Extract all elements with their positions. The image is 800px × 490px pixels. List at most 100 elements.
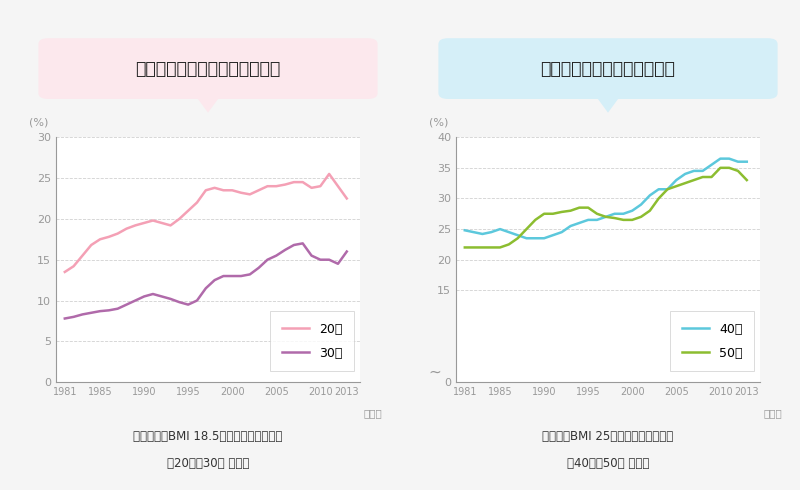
20代 bbox=[271, 183, 281, 189]
30代 bbox=[192, 297, 202, 303]
30代 bbox=[157, 294, 166, 299]
40代 bbox=[636, 202, 646, 208]
20代 bbox=[166, 222, 175, 228]
50代 bbox=[583, 205, 593, 211]
40代 bbox=[698, 168, 707, 174]
Text: （年）: （年） bbox=[763, 409, 782, 418]
30代 bbox=[166, 296, 175, 302]
30代 bbox=[78, 312, 87, 318]
20代 bbox=[174, 216, 184, 222]
20代 bbox=[342, 196, 351, 201]
50代 bbox=[733, 168, 742, 174]
30代 bbox=[210, 277, 219, 283]
40代 bbox=[478, 231, 487, 237]
30代 bbox=[254, 265, 263, 271]
40代 bbox=[504, 229, 514, 235]
50代 bbox=[742, 177, 751, 183]
40代 bbox=[557, 229, 566, 235]
50代 bbox=[539, 211, 549, 217]
50代 bbox=[522, 226, 531, 232]
40代 bbox=[671, 177, 681, 183]
30代 bbox=[262, 257, 272, 263]
50代 bbox=[627, 217, 637, 223]
50代 bbox=[654, 196, 663, 201]
40代 bbox=[618, 211, 628, 217]
30代 bbox=[60, 316, 70, 321]
30代 bbox=[183, 302, 193, 308]
50代 bbox=[662, 186, 672, 192]
20代 bbox=[298, 179, 307, 185]
40代 bbox=[627, 208, 637, 214]
50代 bbox=[724, 165, 734, 171]
30代 bbox=[245, 271, 254, 277]
40代 bbox=[662, 186, 672, 192]
30代 bbox=[122, 302, 131, 308]
50代 bbox=[618, 217, 628, 223]
30代 bbox=[236, 273, 246, 279]
40代 bbox=[530, 235, 540, 241]
20代 bbox=[289, 179, 298, 185]
20代 bbox=[201, 187, 210, 193]
50代 bbox=[530, 217, 540, 223]
20代 bbox=[227, 187, 237, 193]
40代 bbox=[610, 211, 619, 217]
50代 bbox=[601, 214, 610, 220]
20代 bbox=[324, 171, 334, 177]
50代 bbox=[715, 165, 725, 171]
40代 bbox=[522, 235, 531, 241]
20代 bbox=[236, 190, 246, 196]
50代 bbox=[548, 211, 558, 217]
40代 bbox=[583, 217, 593, 223]
50代 bbox=[469, 245, 478, 250]
30代 bbox=[227, 273, 237, 279]
20代 bbox=[69, 263, 78, 269]
50代 bbox=[504, 242, 514, 247]
Text: 低体重者（BMI 18.5未満）の割合の推移: 低体重者（BMI 18.5未満）の割合の推移 bbox=[134, 430, 282, 442]
20代 bbox=[192, 199, 202, 205]
Text: （20代・30代 女性）: （20代・30代 女性） bbox=[167, 457, 249, 469]
Text: 若年女性は低体重者が増加傾向: 若年女性は低体重者が増加傾向 bbox=[135, 60, 281, 77]
50代 bbox=[680, 180, 690, 186]
20代 bbox=[130, 222, 140, 228]
20代 bbox=[254, 187, 263, 193]
40代 bbox=[706, 162, 716, 168]
20代 bbox=[315, 183, 325, 189]
30代 bbox=[148, 291, 158, 297]
Line: 20代: 20代 bbox=[65, 174, 346, 272]
30代 bbox=[298, 241, 307, 246]
20代 bbox=[86, 242, 96, 248]
20代 bbox=[113, 231, 122, 237]
40代 bbox=[654, 186, 663, 192]
40代 bbox=[574, 220, 584, 226]
20代 bbox=[139, 220, 149, 226]
Text: (%): (%) bbox=[29, 118, 48, 127]
Legend: 20代, 30代: 20代, 30代 bbox=[270, 311, 354, 371]
20代 bbox=[60, 269, 70, 275]
20代 bbox=[148, 218, 158, 223]
50代 bbox=[460, 245, 470, 250]
40代 bbox=[715, 156, 725, 162]
50代 bbox=[574, 205, 584, 211]
50代 bbox=[566, 208, 575, 214]
30代 bbox=[174, 299, 184, 305]
Text: ~: ~ bbox=[428, 365, 441, 380]
30代 bbox=[130, 297, 140, 303]
40代 bbox=[469, 229, 478, 235]
40代 bbox=[539, 235, 549, 241]
Line: 50代: 50代 bbox=[465, 168, 746, 247]
50代 bbox=[557, 209, 566, 215]
30代 bbox=[113, 306, 122, 312]
40代 bbox=[680, 171, 690, 177]
20代 bbox=[78, 253, 87, 259]
Text: 中年男性は肥満者が増加傾向: 中年男性は肥満者が増加傾向 bbox=[541, 60, 675, 77]
30代 bbox=[139, 294, 149, 299]
30代 bbox=[218, 273, 228, 279]
20代 bbox=[218, 187, 228, 193]
40代 bbox=[733, 159, 742, 165]
Text: （40代・50代 男性）: （40代・50代 男性） bbox=[567, 457, 649, 469]
20代 bbox=[306, 185, 316, 191]
30代 bbox=[201, 285, 210, 291]
30代 bbox=[306, 253, 316, 259]
40代 bbox=[513, 232, 522, 238]
20代 bbox=[104, 234, 114, 240]
